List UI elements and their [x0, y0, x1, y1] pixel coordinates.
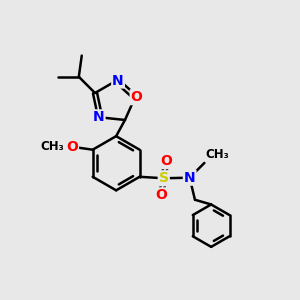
Text: O: O: [155, 188, 167, 202]
Text: CH₃: CH₃: [206, 148, 230, 161]
Text: O: O: [130, 90, 142, 104]
Text: O: O: [66, 140, 78, 154]
Text: N: N: [112, 74, 124, 88]
Text: O: O: [160, 154, 172, 168]
Text: N: N: [93, 110, 104, 124]
Text: S: S: [159, 171, 169, 185]
Text: CH₃: CH₃: [40, 140, 64, 153]
Text: N: N: [184, 171, 196, 185]
